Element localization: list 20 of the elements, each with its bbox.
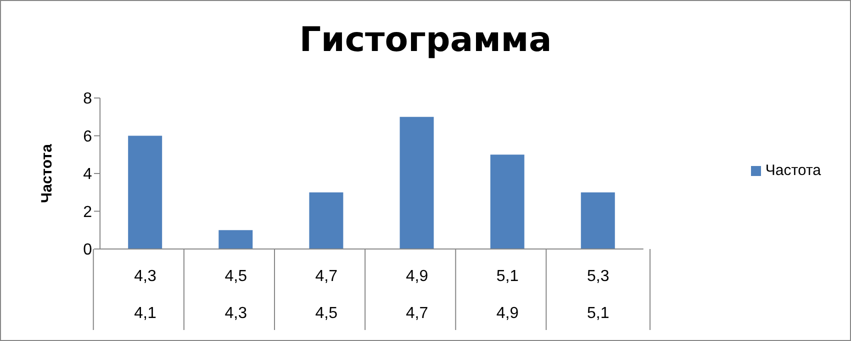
category-label: 4,5 4,3 <box>224 268 247 322</box>
bar <box>128 136 162 249</box>
y-tick-label: 4 <box>83 166 92 184</box>
y-tick-label: 2 <box>83 204 92 221</box>
bar <box>490 154 524 249</box>
legend-label: Частота <box>765 162 821 179</box>
bar <box>580 192 615 249</box>
category-label: 5,1 4,9 <box>496 268 519 322</box>
bar <box>400 116 434 249</box>
y-tick-label: 8 <box>83 90 92 108</box>
category-label: 4,9 4,7 <box>406 268 428 322</box>
y-tick-label: 6 <box>83 128 92 146</box>
y-tick-label: 0 <box>83 242 92 259</box>
category-label: 4,3 4,1 <box>134 268 156 322</box>
category-label: 4,7 4,5 <box>315 268 338 322</box>
chart-title: Гистограмма <box>298 20 553 60</box>
category-label: 5,3 5,1 <box>586 268 610 322</box>
y-axis-title: Частота <box>38 143 56 203</box>
bar <box>309 192 344 249</box>
bar <box>218 230 253 249</box>
